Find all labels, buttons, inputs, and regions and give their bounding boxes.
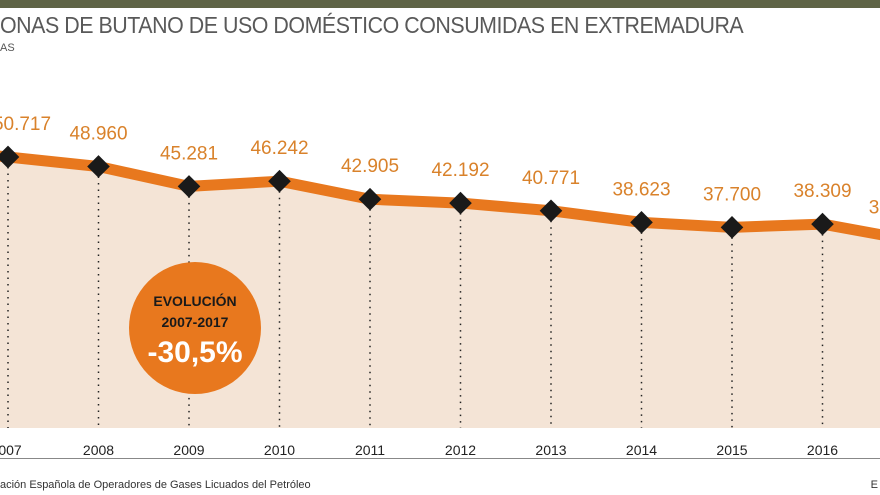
data-label: 42.905 — [341, 156, 399, 177]
evolution-badge: EVOLUCIÓN 2007-2017 -30,5% — [129, 262, 261, 394]
data-label: 45.281 — [160, 143, 218, 164]
data-point — [87, 155, 110, 178]
data-label: 38.623 — [612, 179, 670, 200]
x-tick-label: 2014 — [626, 442, 657, 458]
x-tick-label: 2008 — [83, 442, 114, 458]
x-tick-label: 2016 — [807, 442, 838, 458]
source-note: ación Española de Operadores de Gases Li… — [0, 479, 311, 491]
x-tick-label: 007 — [0, 442, 22, 458]
data-label: 37.700 — [703, 184, 761, 205]
x-tick-label: 2011 — [355, 442, 385, 458]
x-tick-label: 2015 — [716, 442, 747, 458]
data-label: 40.771 — [522, 168, 580, 189]
data-label: 3 — [869, 198, 880, 219]
evolution-value: -30,5% — [147, 336, 242, 369]
data-label: 38.309 — [793, 181, 851, 202]
x-tick-label: 2012 — [445, 442, 476, 458]
evolution-heading: EVOLUCIÓN — [153, 292, 236, 309]
data-label: 46.242 — [250, 138, 308, 159]
top-bar — [0, 0, 880, 8]
evolution-circle — [129, 262, 261, 394]
data-label: 42.192 — [431, 160, 489, 181]
chart-title: ONAS DE BUTANO DE USO DOMÉSTICO CONSUMID… — [0, 12, 744, 38]
chart-subtitle: AS — [0, 42, 15, 54]
x-tick-label: 2009 — [173, 442, 204, 458]
data-label: 50.717 — [0, 114, 51, 135]
footer-divider — [0, 458, 880, 459]
evolution-period: 2007-2017 — [162, 314, 229, 330]
x-tick-label: 2013 — [535, 442, 566, 458]
series-line — [0, 150, 880, 241]
x-tick-label: 2010 — [264, 442, 295, 458]
data-label: 48.960 — [69, 123, 127, 144]
credit: E — [870, 479, 878, 491]
